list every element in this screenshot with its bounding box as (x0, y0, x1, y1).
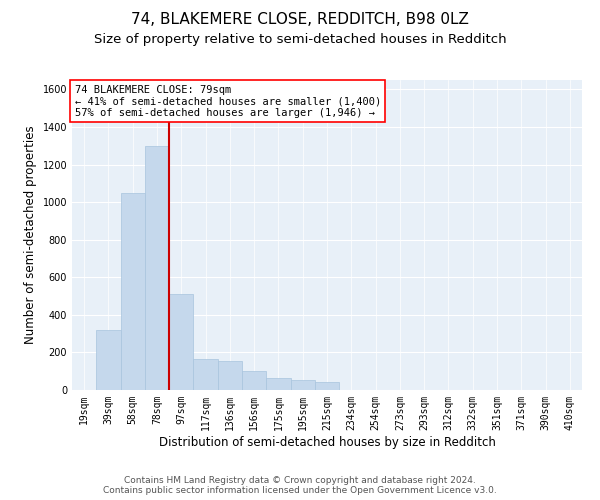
Y-axis label: Number of semi-detached properties: Number of semi-detached properties (24, 126, 37, 344)
Text: Size of property relative to semi-detached houses in Redditch: Size of property relative to semi-detach… (94, 32, 506, 46)
Bar (315, 382, 339, 390)
Bar (266, 378, 290, 390)
Text: 74, BLAKEMERE CLOSE, REDDITCH, B98 0LZ: 74, BLAKEMERE CLOSE, REDDITCH, B98 0LZ (131, 12, 469, 28)
Bar (193, 359, 218, 390)
Bar (218, 361, 242, 390)
X-axis label: Distribution of semi-detached houses by size in Redditch: Distribution of semi-detached houses by … (158, 436, 496, 448)
Bar (145, 146, 169, 390)
Bar (242, 371, 266, 390)
Text: Contains HM Land Registry data © Crown copyright and database right 2024.
Contai: Contains HM Land Registry data © Crown c… (103, 476, 497, 495)
Bar (121, 192, 145, 390)
Text: 74 BLAKEMERE CLOSE: 79sqm
← 41% of semi-detached houses are smaller (1,400)
57% : 74 BLAKEMERE CLOSE: 79sqm ← 41% of semi-… (74, 84, 381, 118)
Bar (169, 294, 193, 390)
Bar (290, 380, 315, 390)
Bar (96, 330, 121, 390)
